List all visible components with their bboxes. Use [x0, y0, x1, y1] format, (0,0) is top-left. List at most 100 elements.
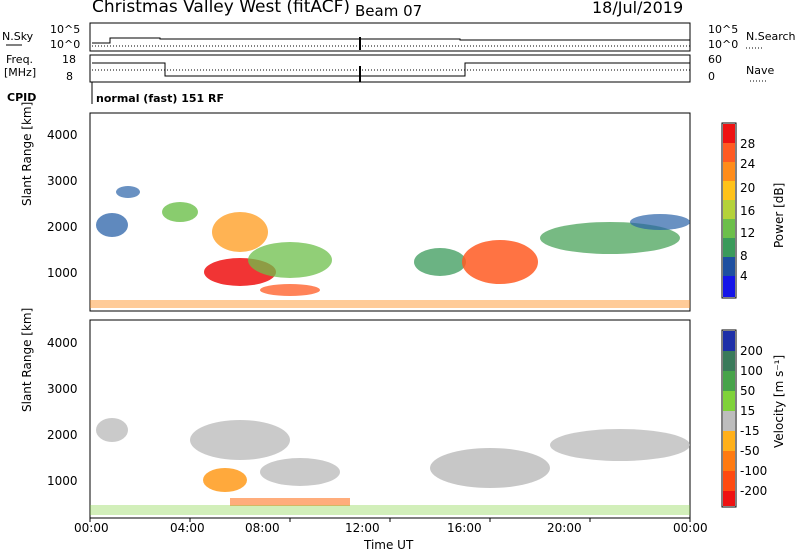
velocity-colorbar: [721, 329, 737, 508]
velocity-cbar-tick-neg50: -50: [740, 444, 760, 458]
velocity-patch: [96, 418, 128, 442]
nsky-trace: [92, 37, 690, 44]
velocity-colorbar-swatch: [723, 471, 735, 491]
power-patch: [462, 240, 538, 284]
velocity-cbar-tick-50: 50: [740, 384, 756, 398]
velocity-ytick-1000: 1000: [47, 474, 78, 488]
power-cbar-tick-20: 20: [740, 181, 756, 195]
velocity-patch: [550, 429, 690, 461]
chart-title: Christmas Valley West (fitACF): [92, 0, 351, 17]
xtick-6: 00:00: [673, 521, 708, 535]
power-colorbar-swatch: [723, 143, 735, 162]
velocity-colorbar-swatch: [723, 371, 735, 391]
power-ytick-2000: 2000: [47, 220, 78, 234]
beam-label: Beam 07: [355, 2, 423, 20]
power-colorbar-swatch: [723, 238, 735, 257]
velocity-patch: [430, 448, 550, 488]
velocity-colorbar-swatch: [723, 411, 735, 431]
power-cbar-tick-16: 16: [740, 204, 756, 218]
velocity-cbar-tick-100: 100: [740, 364, 763, 378]
xtick-1: 04:00: [170, 521, 205, 535]
power-colorbar: [721, 122, 737, 299]
velocity-colorbar-swatch: [723, 451, 735, 471]
xtick-3: 12:00: [345, 521, 380, 535]
power-patch: [212, 212, 268, 252]
freq-tick-bottom: 8: [66, 70, 73, 83]
velocity-ytick-3000: 3000: [47, 382, 78, 396]
power-colorbar-swatch: [723, 181, 735, 200]
velocity-cbar-tick-neg100: -100: [740, 464, 768, 478]
cpid-value: normal (fast) 151 RF: [96, 92, 224, 105]
freq-unit-label: [MHz]: [4, 66, 37, 79]
xtick-4: 16:00: [447, 521, 482, 535]
velocity-patches: [90, 418, 690, 515]
nsearch-tick-bottom: 10^0: [708, 38, 739, 51]
top-panel-lines: [6, 22, 766, 104]
power-colorbar-swatch: [723, 219, 735, 238]
velocity-patch: [90, 505, 690, 515]
velocity-colorbar-swatch: [723, 431, 735, 451]
power-panel: [89, 112, 691, 312]
velocity-patch: [190, 420, 290, 460]
power-patch: [96, 213, 128, 237]
power-patch: [248, 242, 332, 278]
freq-tick-top: 18: [62, 53, 76, 66]
xtick-0: 00:00: [74, 521, 109, 535]
power-colorbar-swatch: [723, 124, 735, 143]
power-patch: [90, 300, 690, 308]
nsky-tick-bottom: 10^0: [50, 38, 81, 51]
velocity-cbar-tick-neg200: -200: [740, 484, 768, 498]
power-patch: [540, 222, 680, 254]
velocity-colorbar-swatch: [723, 391, 735, 411]
velocity-colorbar-swatch: [723, 351, 735, 371]
power-colorbar-swatch: [723, 200, 735, 219]
velocity-cbar-tick-15: 15: [740, 404, 756, 418]
power-ytick-4000: 4000: [47, 128, 78, 142]
velocity-colorbar-swatch: [723, 491, 735, 506]
freq-panel-frame: [89, 54, 691, 83]
velocity-cbar-tick-200: 200: [740, 344, 763, 358]
cpid-label: CPID: [7, 91, 37, 104]
nave-tick-top: 60: [708, 53, 722, 66]
power-ytick-1000: 1000: [47, 266, 78, 280]
velocity-cbar-tick-neg15: -15: [740, 424, 760, 438]
power-cbar-tick-4: 4: [740, 269, 748, 283]
xtick-2: 08:00: [245, 521, 280, 535]
power-patch: [414, 248, 466, 276]
velocity-colorbar-swatch: [723, 331, 735, 351]
velocity-frame: [89, 319, 691, 519]
xlabel: Time UT: [364, 538, 414, 552]
power-patch: [162, 202, 198, 222]
power-cbar-tick-8: 8: [740, 249, 748, 263]
power-patch: [260, 284, 320, 296]
nsearch-label: N.Search: [746, 30, 796, 43]
axis-ticks: [89, 518, 691, 522]
nsky-label: N.Sky: [2, 30, 34, 43]
power-cbar-tick-24: 24: [740, 157, 756, 171]
freq-trace: [92, 62, 690, 77]
nsky-panel-frame: [89, 22, 691, 52]
velocity-ytick-4000: 4000: [47, 336, 78, 350]
power-ytick-3000: 3000: [47, 174, 78, 188]
power-patches: [90, 186, 690, 308]
velocity-panel: [89, 319, 691, 519]
power-cbar-tick-28: 28: [740, 137, 756, 151]
power-cbar-tick-12: 12: [740, 226, 756, 240]
power-colorbar-swatch: [723, 162, 735, 181]
power-patch: [116, 186, 140, 198]
date-label: 18/Jul/2019: [592, 0, 684, 17]
freq-label: Freq.: [6, 53, 34, 66]
nave-label: Nave: [746, 64, 775, 77]
xtick-5: 20:00: [547, 521, 582, 535]
nsearch-tick-top: 10^5: [708, 23, 739, 36]
power-patch: [630, 214, 690, 230]
velocity-patch: [203, 468, 247, 492]
power-colorbar-swatch: [723, 257, 735, 276]
velocity-ytick-2000: 2000: [47, 428, 78, 442]
velocity-patch: [260, 458, 340, 486]
nsky-tick-top: 10^5: [50, 23, 81, 36]
nave-tick-bottom: 0: [708, 70, 715, 83]
velocity-patch: [230, 498, 350, 506]
power-colorbar-swatch: [723, 276, 735, 297]
